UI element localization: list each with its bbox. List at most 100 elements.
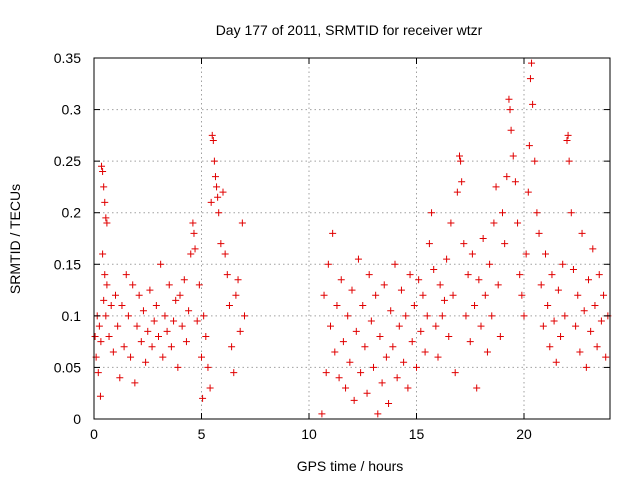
data-point <box>456 152 463 160</box>
data-point <box>533 209 541 217</box>
data-point <box>342 384 350 392</box>
data-point <box>91 332 99 340</box>
data-point <box>550 317 558 325</box>
data-point <box>531 157 539 165</box>
data-point <box>569 265 577 273</box>
data-point <box>372 291 380 299</box>
data-point <box>198 353 205 361</box>
x-tick-label: 5 <box>198 426 206 442</box>
data-point <box>408 338 416 346</box>
data-point <box>102 312 110 320</box>
data-point <box>344 312 352 320</box>
data-point <box>131 379 139 387</box>
data-point <box>385 400 393 408</box>
data-point <box>506 106 514 114</box>
data-point <box>516 271 524 279</box>
data-point <box>564 131 572 139</box>
data-point <box>144 327 152 335</box>
data-point <box>597 317 605 325</box>
data-point <box>170 317 178 325</box>
data-point <box>400 358 408 366</box>
data-point <box>481 291 489 299</box>
data-point <box>464 271 472 279</box>
axis-ticks <box>93 57 610 420</box>
data-point <box>159 353 167 361</box>
data-point <box>172 296 180 304</box>
data-point <box>105 332 113 340</box>
data-point <box>486 260 494 268</box>
data-point <box>382 353 390 361</box>
data-point <box>163 327 171 335</box>
data-point <box>457 157 465 165</box>
y-tick-label: 0.3 <box>62 102 82 118</box>
data-point <box>202 332 210 340</box>
data-point <box>152 302 160 310</box>
data-point <box>221 250 229 258</box>
data-point <box>393 374 401 382</box>
data-point <box>567 209 575 217</box>
data-point <box>225 302 233 310</box>
data-point <box>148 343 156 351</box>
data-point <box>161 312 169 320</box>
data-point <box>591 302 599 310</box>
data-point <box>535 229 543 237</box>
data-point <box>98 162 106 170</box>
data-point <box>137 338 145 346</box>
x-axis-label: GPS time / hours <box>297 458 404 474</box>
data-point <box>101 198 109 206</box>
data-point <box>509 152 517 160</box>
data-point <box>397 286 405 294</box>
data-point <box>207 198 215 206</box>
data-point <box>589 245 597 253</box>
data-point <box>529 100 537 108</box>
data-point <box>333 302 341 310</box>
data-point <box>453 188 461 196</box>
data-point <box>460 240 468 248</box>
data-point <box>421 348 429 356</box>
data-point <box>165 281 173 289</box>
data-point <box>370 363 377 371</box>
data-point <box>116 374 124 382</box>
data-point <box>94 369 102 377</box>
data-point <box>329 229 337 237</box>
y-tick-label: 0.05 <box>54 359 81 375</box>
data-point <box>436 281 444 289</box>
data-point <box>95 322 103 330</box>
data-point <box>199 394 207 402</box>
data-point <box>499 209 506 217</box>
data-point <box>107 302 115 310</box>
data-point <box>150 317 158 325</box>
data-point <box>468 250 476 258</box>
data-point <box>587 327 595 335</box>
data-point <box>563 137 571 145</box>
data-point <box>559 260 567 268</box>
data-point <box>195 281 203 289</box>
data-point <box>157 260 165 268</box>
data-point <box>539 322 547 330</box>
y-tick-label: 0.25 <box>54 153 81 169</box>
y-tick-label: 0.35 <box>54 50 81 66</box>
data-point <box>357 369 365 377</box>
data-point <box>236 327 244 335</box>
data-point <box>176 291 184 299</box>
y-tick-label: 0.2 <box>62 205 82 221</box>
data-point <box>331 348 339 356</box>
data-point <box>475 276 483 284</box>
data-point <box>101 271 109 279</box>
chart-title: Day 177 of 2011, SRMTID for receiver wtz… <box>216 22 483 38</box>
data-point <box>443 255 451 263</box>
data-point <box>501 240 509 248</box>
data-point <box>507 126 515 134</box>
data-point <box>127 353 135 361</box>
data-point <box>490 219 498 227</box>
data-point <box>428 209 436 217</box>
data-point <box>473 384 481 392</box>
data-point <box>324 260 332 268</box>
x-tick-label: 0 <box>90 426 98 442</box>
data-point <box>471 302 479 310</box>
data-point <box>557 332 565 340</box>
data-point <box>494 281 502 289</box>
data-point <box>204 363 212 371</box>
data-point <box>419 291 427 299</box>
